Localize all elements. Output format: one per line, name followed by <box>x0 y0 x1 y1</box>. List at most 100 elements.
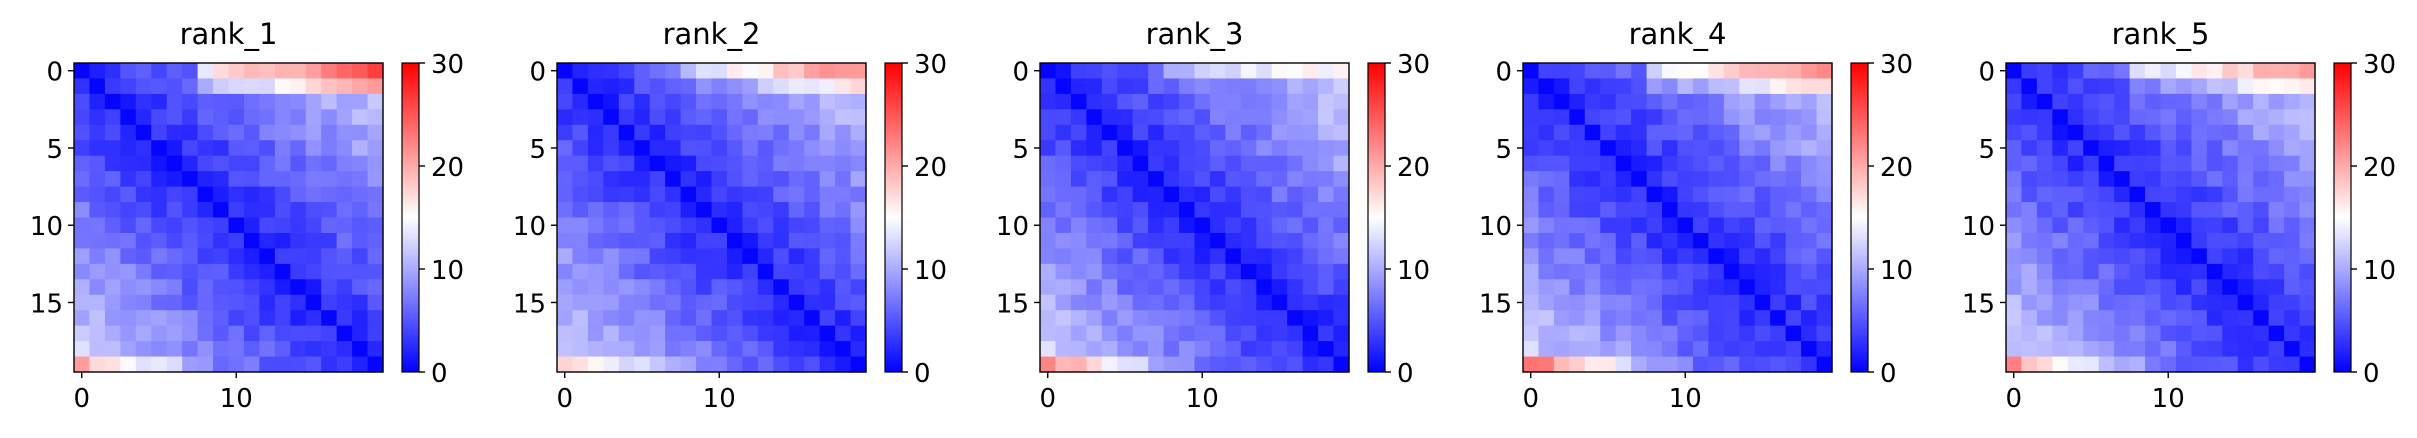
heatmap-cell <box>665 341 682 358</box>
heatmap-cell <box>1569 140 1586 157</box>
heatmap-cell <box>135 294 152 311</box>
heatmap-cell <box>1040 217 1057 234</box>
heatmap-cell <box>1816 202 1833 219</box>
heatmap-cell <box>2299 171 2316 188</box>
heatmap-cell <box>2036 325 2053 342</box>
heatmap-cell <box>850 217 867 234</box>
y-tick-label: 5 <box>529 135 546 165</box>
heatmap-cell <box>1816 140 1833 157</box>
heatmap-cell <box>2299 263 2316 280</box>
heatmap-cell <box>151 279 168 296</box>
heatmap-cell <box>2129 279 2146 296</box>
heatmap-cell <box>1723 310 1740 327</box>
heatmap-cell <box>1225 155 1242 172</box>
heatmap-cell <box>1271 294 1288 311</box>
heatmap-cell <box>1209 356 1226 373</box>
heatmap-cell <box>2206 155 2223 172</box>
heatmap-cell <box>104 171 121 188</box>
heatmap-cell <box>850 78 867 95</box>
heatmap-cell <box>1708 124 1725 141</box>
heatmap-cell <box>557 325 574 342</box>
heatmap-cell <box>74 63 91 80</box>
heatmap-cell <box>1225 78 1242 95</box>
heatmap-cell <box>1677 78 1694 95</box>
heatmap-cell <box>1739 78 1756 95</box>
heatmap-cell <box>1055 155 1072 172</box>
heatmap-cell <box>1055 93 1072 110</box>
heatmap-cell <box>1754 109 1771 126</box>
heatmap-cell <box>135 155 152 172</box>
heatmap-cell <box>2191 124 2208 141</box>
heatmap-cell <box>1569 78 1586 95</box>
heatmap-cell <box>2006 155 2023 172</box>
heatmap-cell <box>788 124 805 141</box>
heatmap-cell <box>757 232 774 249</box>
heatmap-cell <box>711 356 728 373</box>
heatmap-cell <box>1302 279 1319 296</box>
heatmap-cell <box>166 202 183 219</box>
heatmap-cell <box>1816 78 1833 95</box>
heatmap-cell <box>1600 93 1617 110</box>
heatmap-cell <box>1240 93 1257 110</box>
heatmap-cell <box>74 356 91 373</box>
heatmap-cell <box>243 310 260 327</box>
heatmap-cell <box>1801 294 1818 311</box>
heatmap-cell <box>305 356 322 373</box>
heatmap-cell <box>2021 232 2038 249</box>
heatmap-cell <box>649 341 666 358</box>
heatmap-cell <box>1754 279 1771 296</box>
heatmap-cell <box>1569 202 1586 219</box>
heatmap-cell <box>74 325 91 342</box>
heatmap-cell <box>2191 109 2208 126</box>
heatmap-cell <box>1708 186 1725 203</box>
heatmap-cell <box>2067 124 2084 141</box>
heatmap-cell <box>1646 93 1663 110</box>
heatmap-cell <box>1646 341 1663 358</box>
heatmap-cell <box>2160 171 2177 188</box>
heatmap-cell <box>1194 279 1211 296</box>
heatmap-cell <box>1179 341 1196 358</box>
heatmap-cell <box>557 279 574 296</box>
heatmap-cell <box>166 93 183 110</box>
heatmap-cell <box>2222 202 2239 219</box>
heatmap-cell <box>2206 202 2223 219</box>
heatmap-cell <box>2145 279 2162 296</box>
heatmap-cell <box>1225 140 1242 157</box>
heatmap-cell <box>1677 186 1694 203</box>
heatmap-cell <box>2145 78 2162 95</box>
heatmap-cell <box>1256 263 1273 280</box>
heatmap-cell <box>788 325 805 342</box>
heatmap-cell <box>1318 171 1335 188</box>
heatmap-cell <box>321 140 338 157</box>
heatmap-cell <box>1662 325 1679 342</box>
heatmap-cell <box>587 232 604 249</box>
heatmap-cell <box>1816 63 1833 80</box>
heatmap-cell <box>2114 248 2131 265</box>
heatmap-cell <box>2114 171 2131 188</box>
heatmap-cell <box>2268 356 2285 373</box>
heatmap-cell <box>228 93 245 110</box>
heatmap-cell <box>1600 263 1617 280</box>
heatmap-cell <box>773 294 790 311</box>
heatmap-cell <box>182 310 199 327</box>
heatmap-cell <box>618 356 635 373</box>
heatmap-cell <box>1538 186 1555 203</box>
heatmap-cell <box>1240 310 1257 327</box>
heatmap-cell <box>1040 356 1057 373</box>
heatmap-cell <box>166 294 183 311</box>
heatmap-cell <box>1194 341 1211 358</box>
heatmap-cell <box>2191 217 2208 234</box>
heatmap-cell <box>1801 232 1818 249</box>
heatmap-cell <box>120 109 137 126</box>
heatmap-cell <box>1240 202 1257 219</box>
heatmap-cell <box>120 171 137 188</box>
heatmap-cell <box>819 356 836 373</box>
heatmap-cell <box>336 279 353 296</box>
heatmap-cell <box>1615 93 1632 110</box>
heatmap-cell <box>726 78 743 95</box>
heatmap-cell <box>135 186 152 203</box>
heatmap-cell <box>1179 140 1196 157</box>
heatmap-cell <box>89 140 106 157</box>
heatmap-cell <box>2067 155 2084 172</box>
heatmap-cell <box>1070 155 1087 172</box>
